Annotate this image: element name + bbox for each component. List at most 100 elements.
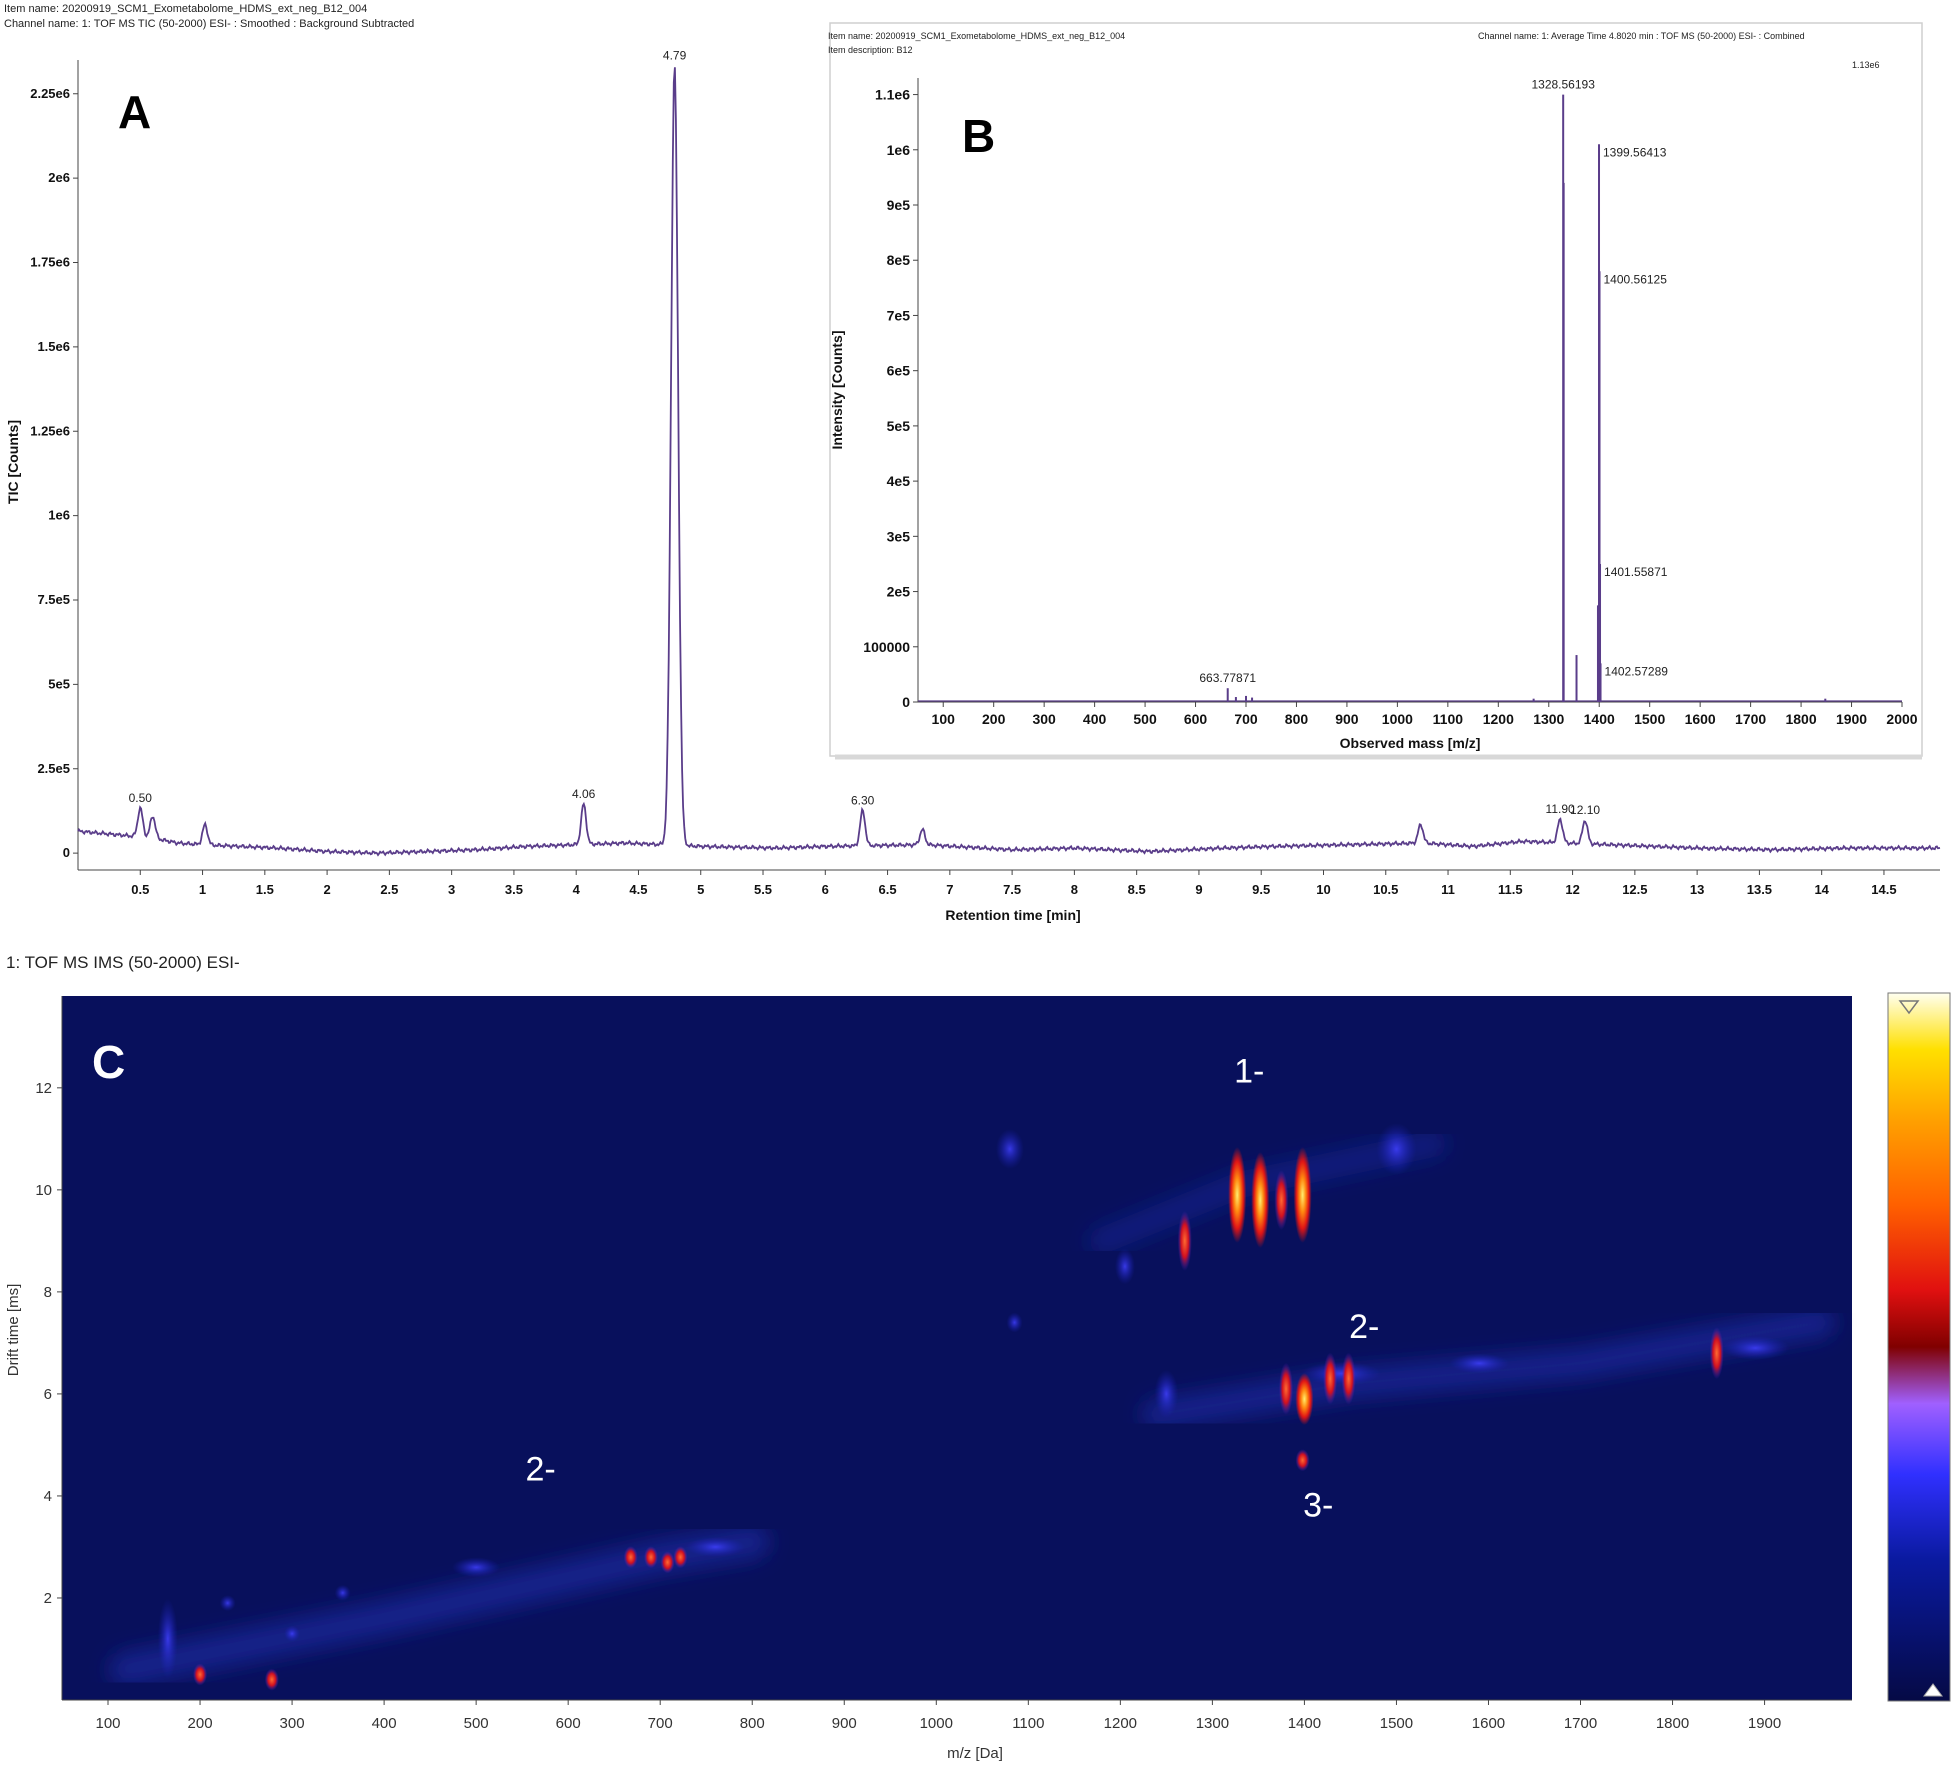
panel-a-x-tick-label: 10 [1316, 882, 1330, 897]
heatmap-spot [1279, 1362, 1294, 1415]
panel-label-a: A [118, 86, 151, 138]
colorbar [1887, 992, 1951, 1702]
heatmap-spot [264, 1668, 279, 1691]
panel-c-x-tick-label: 600 [556, 1715, 581, 1732]
heatmap-spot [643, 1546, 658, 1569]
panel-b-y-label: Intensity [Counts] [829, 331, 845, 450]
heatmap-spot [1709, 1327, 1724, 1380]
panel-c-x-tick-label: 1700 [1564, 1715, 1597, 1732]
panel-c-x-tick-label: 1400 [1288, 1715, 1321, 1732]
panel-a-item-name: Item name: 20200919_SCM1_Exometabolome_H… [4, 3, 367, 15]
panel-b-x-tick-label: 1700 [1735, 711, 1766, 727]
panel-b-x-tick-label: 100 [932, 711, 956, 727]
panel-c-y-tick-label: 4 [44, 1488, 52, 1505]
panel-b-item-description: Item description: B12 [828, 45, 913, 55]
panel-b-y-tick-label: 1e6 [887, 142, 911, 158]
heatmap-band [1142, 1307, 1835, 1430]
panel-b-x-tick-label: 700 [1234, 711, 1258, 727]
panel-b-x-tick-label: 1400 [1584, 711, 1615, 727]
panel-b-item-name: Item name: 20200919_SCM1_Exometabolome_H… [828, 31, 1125, 41]
panel-a-x-tick-label: 7.5 [1003, 882, 1021, 897]
heatmap-spot [1295, 1373, 1314, 1426]
panel-a-y-tick-label: 1.75e6 [30, 255, 70, 270]
heatmap-faint-spot [995, 1129, 1024, 1170]
panel-a-x-tick-label: 12 [1565, 882, 1579, 897]
panel-c-x-tick-label: 1800 [1656, 1715, 1689, 1732]
panel-b-x-tick-label: 1500 [1634, 711, 1665, 727]
colorbar-bottom-handle-icon[interactable] [1923, 1683, 1943, 1697]
panel-b-y-tick-label: 5e5 [887, 418, 911, 434]
panel-b-x-tick-label: 900 [1335, 711, 1359, 727]
panel-a-x-tick-label: 14.5 [1871, 882, 1896, 897]
panel-a-peak-label: 6.30 [851, 793, 875, 807]
panel-c-y-tick-label: 8 [44, 1284, 52, 1301]
heatmap-spot [1177, 1210, 1192, 1271]
panel-a-x-tick-label: 6 [822, 882, 829, 897]
panel-b-x-tick-label: 500 [1133, 711, 1157, 727]
panel-a-x-tick-label: 13 [1690, 882, 1704, 897]
panel-a-x-tick-label: 4 [573, 882, 581, 897]
panel-a-x-tick-label: 3.5 [505, 882, 523, 897]
panel-a-x-tick-label: 10.5 [1373, 882, 1398, 897]
heatmap-faint-spot [1114, 1248, 1135, 1285]
panel-a-x-tick-label: 7 [946, 882, 953, 897]
panel-c-annotation: 2- [525, 1451, 555, 1489]
panel-a-y-tick-label: 7.5e5 [37, 592, 70, 607]
heatmap-faint-spot [1301, 1361, 1382, 1386]
panel-b-peak-label: 1399.56413 [1603, 145, 1667, 159]
heatmap-faint-spot [334, 1584, 351, 1601]
panel-a-y-tick-label: 2.5e5 [37, 761, 70, 776]
panel-a-x-tick-label: 8 [1071, 882, 1078, 897]
panel-b-x-tick-label: 1000 [1382, 711, 1413, 727]
panel-c-x-ticks: 100 200 300 400 500 600 700 800 900 1000 1100 1200 1… [95, 1700, 1781, 1732]
panel-a-x-tick-label: 2.5 [380, 882, 398, 897]
panel-b-y-tick-label: 3e5 [887, 528, 911, 544]
panel-a-x-tick-label: 14 [1814, 882, 1829, 897]
panel-a-y-tick-label: 1.25e6 [30, 423, 70, 438]
panel-c-annotation: 2- [1349, 1308, 1379, 1346]
heatmap-spot [1293, 1146, 1312, 1243]
panel-label-c: C [92, 1036, 125, 1088]
panel-b-x-tick-label: 800 [1285, 711, 1309, 727]
panel-b-x-label: Observed mass [m/z] [1340, 735, 1481, 751]
panel-b-max-label: 1.13e6 [1852, 60, 1880, 70]
panel-c-y-tick-label: 10 [35, 1182, 52, 1199]
panel-c-channel-name: 1: TOF MS IMS (50-2000) ESI- [6, 953, 240, 972]
panel-a-x-tick-label: 5 [697, 882, 704, 897]
panel-a-y-tick-label: 0 [63, 845, 70, 860]
panel-c-y-tick-label: 2 [44, 1590, 52, 1607]
panel-a-x-tick-label: 11 [1441, 882, 1455, 897]
panel-label-b: B [962, 110, 995, 162]
panel-a-x-tick-label: 9.5 [1252, 882, 1270, 897]
panel-c-x-tick-label: 900 [832, 1715, 857, 1732]
panel-b-y-tick-label: 6e5 [887, 363, 911, 379]
heatmap-faint-spot [1154, 1369, 1179, 1418]
heatmap-faint-spot [1376, 1123, 1417, 1176]
panel-b-frame [829, 22, 1923, 757]
panel-a-y-label: TIC [Counts] [5, 420, 21, 504]
panel-b-x-tick-label: 1100 [1433, 711, 1464, 727]
panel-a-x-tick-label: 2 [323, 882, 330, 897]
panel-b-y-tick-label: 100000 [863, 639, 910, 655]
panel-b-x-ticks: 100 200 300 400 500 600 700 800 900 1000 1100 1200 1… [932, 702, 1918, 727]
panel-c-x-label: m/z [Da] [947, 1745, 1003, 1762]
panel-b-y-tick-label: 4e5 [887, 473, 911, 489]
panel-c-x-tick-label: 700 [648, 1715, 673, 1732]
panel-c-annotations: 1- 2- 2- 3- [525, 1053, 1379, 1525]
heatmap-faint-spot [284, 1625, 301, 1642]
panel-c-x-tick-label: 400 [372, 1715, 397, 1732]
heatmap-faint-spot [1449, 1353, 1510, 1374]
panel-a-channel-name: Channel name: 1: TOF MS TIC (50-2000) ES… [4, 18, 414, 30]
panel-b-x-tick-label: 1200 [1483, 711, 1514, 727]
panel-a-x-tick-label: 6.5 [879, 882, 897, 897]
heatmap-faint-spot [685, 1536, 746, 1557]
colorbar-top-handle-icon[interactable] [1898, 1000, 1920, 1015]
heatmap-spot [193, 1663, 208, 1686]
heatmap-faint-spot [1721, 1336, 1790, 1360]
panel-c-x-tick-label: 1900 [1748, 1715, 1781, 1732]
panel-c-heatmap [109, 1123, 1835, 1691]
panel-c-annotation: 3- [1303, 1486, 1333, 1524]
panel-c-heatmap-background [62, 996, 1852, 1700]
